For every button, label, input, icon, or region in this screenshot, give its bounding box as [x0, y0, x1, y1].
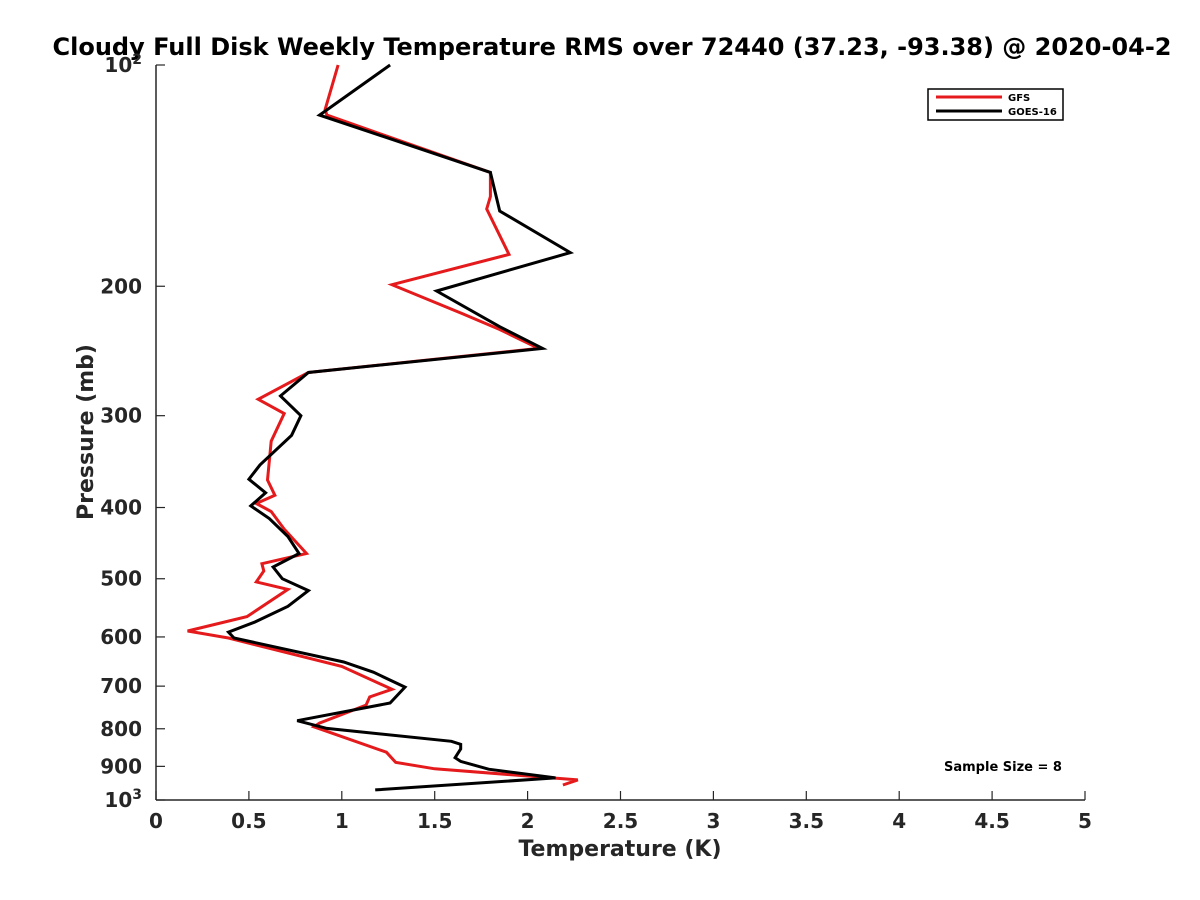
legend-label-gfs: GFS: [1008, 93, 1030, 104]
legend-label-goes-16: GOES-16: [1008, 107, 1057, 118]
x-tick-label: 1: [335, 809, 349, 833]
y-tick-label: 500: [100, 567, 142, 591]
y-tick-label: 300: [100, 404, 142, 428]
y-tick-label: 800: [100, 717, 142, 741]
x-tick-label: 2: [521, 809, 535, 833]
x-axis-label: Temperature (K): [518, 837, 721, 862]
x-tick-label: 4.5: [974, 809, 1009, 833]
legend: GFS GOES-16: [927, 88, 1064, 121]
x-tick-label: 2.5: [603, 809, 638, 833]
series-layer: [187, 63, 579, 792]
y-tick-exponent: 3: [132, 787, 142, 803]
x-tick-label: 4: [892, 809, 906, 833]
series-line-goes-16: [225, 63, 575, 792]
y-tick-label: 900: [100, 754, 142, 778]
x-tick-label: 3: [706, 809, 720, 833]
y-tick-label: 200: [100, 274, 142, 298]
y-tick-label: 400: [100, 496, 142, 520]
chart-title: Cloudy Full Disk Weekly Temperature RMS …: [53, 33, 1172, 61]
x-tick-label: 0.5: [231, 809, 266, 833]
sample-size-note: Sample Size = 8: [944, 760, 1062, 775]
y-axis-label: Pressure (mb): [74, 344, 99, 520]
y-tick-label: 700: [100, 674, 142, 698]
x-tick-label: 1.5: [417, 809, 452, 833]
legend-box: [927, 88, 1064, 121]
x-tick-label: 3.5: [789, 809, 824, 833]
y-tick-exponent: 2: [132, 52, 142, 68]
y-tick-label: 600: [100, 625, 142, 649]
series-line-gfs: [187, 64, 579, 787]
x-tick-label: 5: [1078, 809, 1092, 833]
plot-axes: 0 0.5 1 1.5 2 2.5 3 3.5 4 4.5 51022003004005006007…: [100, 52, 1092, 833]
x-tick-label: 0: [149, 809, 163, 833]
